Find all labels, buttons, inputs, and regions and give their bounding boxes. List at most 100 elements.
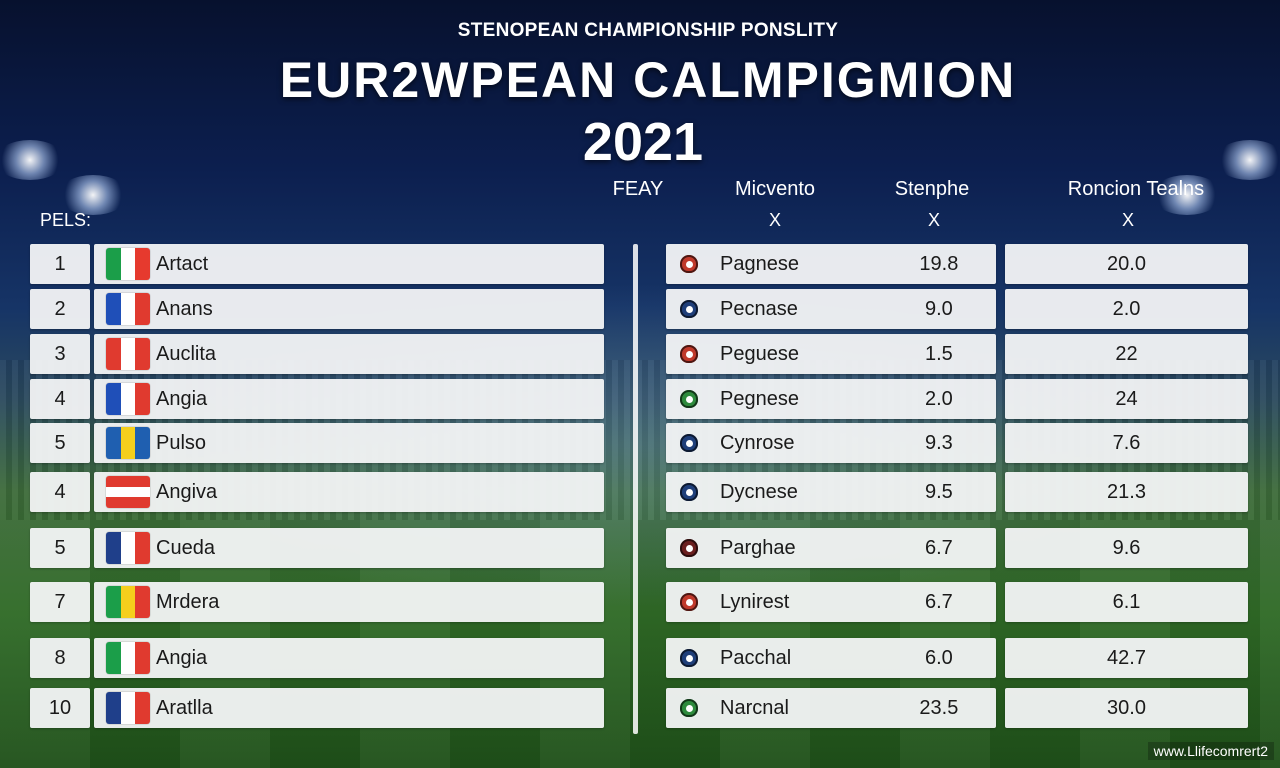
column-4-marker: X (1121, 210, 1134, 230)
team-score-cell: 42.7 (1005, 638, 1248, 678)
club-cell: Pacchal 6.0 (666, 638, 996, 678)
table-row[interactable]: 5 Cueda Parghae 6.7 9.6 (0, 528, 1280, 568)
club-crest-icon (680, 390, 698, 408)
club-name: Cynrose (720, 431, 795, 454)
team-score-cell: 30.0 (1005, 688, 1248, 728)
flag-stripe (106, 532, 121, 564)
team-cell: Angiva (94, 472, 604, 512)
country-flag-icon (106, 427, 150, 459)
team-cell: Auclita (94, 334, 604, 374)
flag-stripe (135, 293, 150, 325)
table-row[interactable]: 8 Angia Pacchal 6.0 42.7 (0, 638, 1280, 678)
column-header-4: Roncion Tealns (1067, 178, 1205, 200)
club-name: Parghae (720, 536, 796, 559)
flag-stripe (120, 338, 136, 370)
flag-stripe (106, 692, 121, 724)
flag-stripe (135, 692, 150, 724)
club-crest-icon (680, 699, 698, 717)
team-cell: Angia (94, 638, 604, 678)
flag-stripe (106, 497, 150, 508)
club-name: Dycnese (720, 480, 798, 503)
flag-stripe (135, 427, 150, 459)
stat-value: 6.7 (924, 536, 953, 559)
floodlight-icon (1152, 175, 1222, 215)
club-name: Lynirest (720, 590, 790, 613)
flag-stripe (106, 248, 121, 280)
country-flag-icon (106, 338, 150, 370)
team-name: Auclita (156, 342, 217, 365)
team-score-cell: 7.6 (1005, 423, 1248, 463)
club-crest-icon (680, 345, 698, 363)
stat-value: 23.5 (919, 696, 959, 719)
table-row[interactable]: 10 Aratlla Narcnal 23.5 30.0 (0, 688, 1280, 728)
flag-stripe (135, 338, 150, 370)
flag-stripe (106, 383, 121, 415)
team-score-cell: 20.0 (1005, 244, 1248, 284)
team-cell: Cueda (94, 528, 604, 568)
table-row[interactable]: 2 Anans Pecnase 9.0 2.0 (0, 289, 1280, 329)
club-cell: Narcnal 23.5 (666, 688, 996, 728)
table-row[interactable]: 5 Pulso Cynrose 9.3 7.6 (0, 423, 1280, 463)
rank-cell: 2 (30, 289, 90, 329)
flag-stripe (120, 532, 136, 564)
club-name: Pagnese (720, 252, 799, 275)
team-score-cell: 22 (1005, 334, 1248, 374)
team-name: Pulso (156, 431, 207, 454)
flag-stripe (106, 586, 121, 618)
team-name: Artact (156, 252, 209, 275)
club-name: Narcnal (720, 696, 789, 719)
table-row[interactable]: 4 Angia Pegnese 2.0 24 (0, 379, 1280, 419)
stat-value: 6.7 (924, 590, 953, 613)
club-name: Pacchal (720, 646, 792, 669)
club-crest-icon (680, 434, 698, 452)
rank-cell: 4 (30, 472, 90, 512)
flag-stripe (135, 248, 150, 280)
club-cell: Parghae 6.7 (666, 528, 996, 568)
stat-value: 2.0 (924, 387, 953, 410)
stat-value: 9.3 (924, 431, 953, 454)
club-name: Pegnese (720, 387, 799, 410)
floodlight-icon (58, 175, 128, 215)
table-row[interactable]: 4 Angiva Dycnese 9.5 21.3 (0, 472, 1280, 512)
stat-value: 1.5 (924, 342, 953, 365)
team-score-cell: 21.3 (1005, 472, 1248, 512)
floodlight-icon (1215, 140, 1280, 180)
rank-cell: 1 (30, 244, 90, 284)
table-row[interactable]: 1 Artact Pagnese 19.8 20.0 (0, 244, 1280, 284)
country-flag-icon (106, 532, 150, 564)
rank-cell: 4 (30, 379, 90, 419)
team-score-cell: 9.6 (1005, 528, 1248, 568)
flag-stripe (106, 486, 150, 498)
club-crest-icon (680, 593, 698, 611)
flag-stripe (106, 427, 121, 459)
team-cell: Pulso (94, 423, 604, 463)
page-year: 2021 (582, 112, 704, 172)
floodlight-icon (0, 140, 65, 180)
team-name: Cueda (156, 536, 215, 559)
flag-stripe (120, 692, 136, 724)
country-flag-icon (106, 248, 150, 280)
club-crest-icon (680, 649, 698, 667)
flag-stripe (135, 383, 150, 415)
club-crest-icon (680, 539, 698, 557)
rank-cell: 3 (30, 334, 90, 374)
column-3-marker: X (927, 210, 940, 230)
table-row[interactable]: 3 Auclita Peguese 1.5 22 (0, 334, 1280, 374)
flag-stripe (120, 427, 136, 459)
team-cell: Aratlla (94, 688, 604, 728)
flag-stripe (120, 642, 136, 674)
table-row[interactable]: 7 Mrdera Lynirest 6.7 6.1 (0, 582, 1280, 622)
flag-stripe (135, 532, 150, 564)
team-name: Angia (156, 387, 208, 410)
country-flag-icon (106, 293, 150, 325)
watermark: www.Llifecomrert2 (1147, 742, 1274, 760)
club-cell: Lynirest 6.7 (666, 582, 996, 622)
team-name: Angiva (156, 480, 218, 503)
club-cell: Dycnese 9.5 (666, 472, 996, 512)
column-2-marker: X (768, 210, 781, 230)
flag-stripe (106, 476, 150, 487)
club-name: Peguese (720, 342, 799, 365)
club-cell: Pecnase 9.0 (666, 289, 996, 329)
team-name: Aratlla (156, 696, 213, 719)
rank-cell: 10 (30, 688, 90, 728)
